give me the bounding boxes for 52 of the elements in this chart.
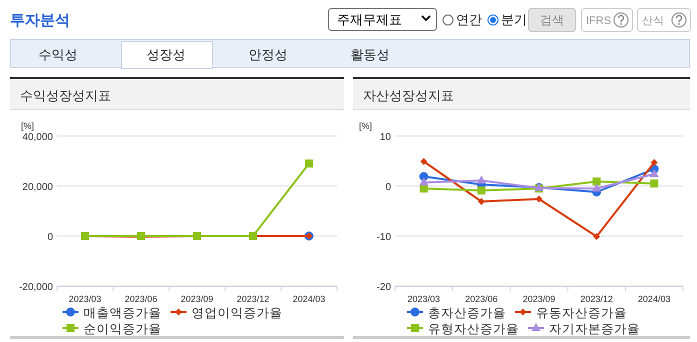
legend-label: 순이익증가율 <box>84 322 162 336</box>
point <box>476 176 486 184</box>
legend-label: 유동자산증가율 <box>536 306 627 320</box>
y-tick-label: 0 <box>385 182 392 193</box>
text: 안정성 <box>248 47 288 62</box>
point <box>650 159 658 166</box>
y-tick-label: 40,000 <box>22 132 54 143</box>
text: 주재무제표 <box>337 12 402 27</box>
point <box>593 233 600 240</box>
point <box>478 198 485 205</box>
chart-title: 수익성장성지표 <box>20 88 111 103</box>
text: 산식 <box>642 15 664 27</box>
point <box>650 169 659 177</box>
y-tick-label: 20,000 <box>22 182 54 193</box>
x-tick-label: 2024/03 <box>292 294 326 304</box>
y-axis-title: [%] <box>21 121 34 131</box>
x-tick-label: 2023/09 <box>522 294 556 304</box>
chart-title: 자산성장성지표 <box>363 88 454 103</box>
y-tick-label: -20 <box>376 282 392 293</box>
text: 검색 <box>540 13 564 27</box>
x-tick-label: 2023/03 <box>408 294 440 304</box>
legend-label: 총자산증가율 <box>428 306 506 320</box>
text: 연간 <box>456 12 482 27</box>
y-tick-label: -10 <box>376 232 392 243</box>
point <box>592 184 602 192</box>
x-tick-label: 2023/12 <box>580 294 613 304</box>
text: 성장성 <box>146 47 186 62</box>
legend-label: 자기자본증가율 <box>549 322 640 336</box>
point <box>419 178 428 186</box>
y-tick-label: 0 <box>47 232 54 243</box>
point <box>477 186 486 194</box>
point <box>420 158 428 165</box>
y-axis-title: [%] <box>359 121 372 131</box>
point <box>592 178 601 186</box>
legend-label: 매출액증가율 <box>84 306 162 320</box>
legend-label: 영업이익증가율 <box>192 306 282 320</box>
point <box>650 180 658 188</box>
x-tick-label: 2023/12 <box>236 294 270 304</box>
text: 투자분석 <box>10 12 70 29</box>
y-tick-label: 10 <box>380 132 392 143</box>
text: 수익성 <box>38 47 78 62</box>
text: 활동성 <box>350 47 390 62</box>
x-tick-label: 2023/06 <box>124 294 158 304</box>
x-tick-label: 2023/09 <box>180 294 214 304</box>
y-tick-label: -20,000 <box>19 282 54 293</box>
x-tick-label: 2023/06 <box>465 294 498 304</box>
x-tick-label: 2023/03 <box>68 294 102 304</box>
text: IFRS <box>586 15 612 27</box>
legend-label: 유형자산증가율 <box>428 322 519 336</box>
x-tick-label: 2024/03 <box>638 294 670 304</box>
text: 분기 <box>501 12 527 27</box>
point <box>536 196 542 202</box>
